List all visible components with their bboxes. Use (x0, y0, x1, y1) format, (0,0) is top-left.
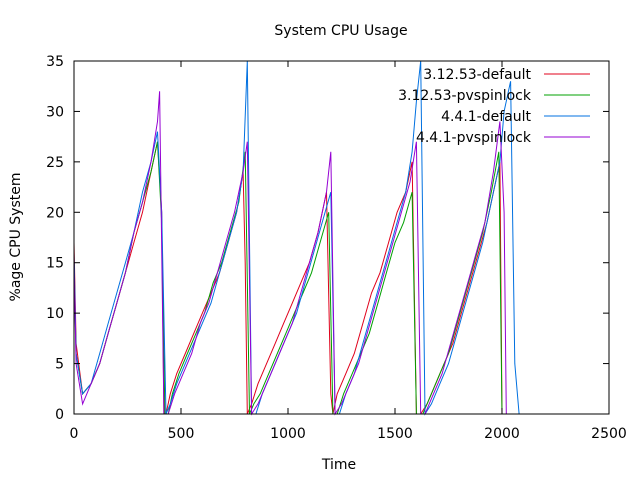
series-line-4 (73, 91, 507, 416)
x-tick-label: 2500 (591, 426, 627, 442)
y-axis-label: %age CPU System (8, 173, 24, 302)
legend-label-1: 3.12.53-default (423, 67, 531, 83)
y-tick-label: 20 (46, 205, 64, 221)
x-axis-label: Time (321, 457, 356, 473)
legend-label-2: 3.12.53-pvspinlock (398, 88, 532, 104)
x-tick-label: 2000 (484, 426, 520, 442)
x-tick-label: 500 (168, 426, 195, 442)
plot-frame (73, 60, 610, 415)
y-tick-label: 15 (46, 256, 64, 272)
legend-label-3: 4.4.1-default (441, 109, 531, 125)
x-tick-label: 1500 (377, 426, 413, 442)
y-tick-label: 25 (46, 155, 64, 171)
x-tick-label: 0 (70, 426, 79, 442)
series-line-1 (73, 141, 503, 415)
x-tick-label: 1000 (270, 426, 306, 442)
y-tick-label: 0 (55, 407, 64, 423)
legend-label-4: 4.4.1-pvspinlock (416, 130, 532, 146)
chart-title: System CPU Usage (274, 23, 407, 39)
series-layer (73, 60, 520, 416)
y-tick-label: 35 (46, 54, 64, 70)
y-tick-label: 30 (46, 104, 64, 120)
series-line-2 (73, 141, 503, 415)
legend: 3.12.53-default 3.12.53-pvspinlock 4.4.1-d… (398, 67, 590, 146)
y-tick-label: 10 (46, 306, 64, 322)
series-line-3 (73, 60, 520, 416)
y-tick-label: 5 (55, 357, 64, 373)
axes-layer: 0 500 1000 1500 2000 2500 0 5 10 15 20 25 30 35 (46, 54, 627, 442)
